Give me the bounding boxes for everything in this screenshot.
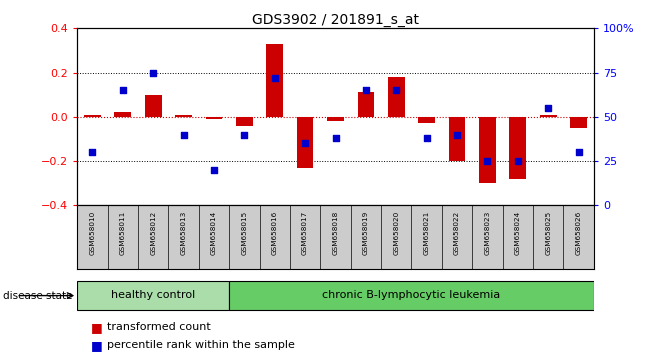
Point	[148, 70, 158, 75]
Point	[300, 141, 311, 146]
Point	[209, 167, 219, 173]
Text: healthy control: healthy control	[111, 290, 195, 300]
Bar	[145, 95, 162, 117]
Bar	[540, 115, 557, 117]
Bar	[229, 281, 594, 310]
Bar	[358, 92, 374, 117]
Text: GSM658021: GSM658021	[423, 210, 429, 255]
Bar	[114, 113, 131, 117]
Bar	[327, 117, 344, 121]
Text: GSM658015: GSM658015	[242, 210, 248, 255]
Point	[178, 132, 189, 137]
Text: disease state: disease state	[3, 291, 73, 301]
Bar	[570, 117, 587, 128]
Bar	[175, 115, 192, 117]
Bar	[297, 117, 313, 168]
Point	[452, 132, 462, 137]
Point	[360, 87, 371, 93]
Text: ■: ■	[91, 321, 103, 334]
Text: GSM658010: GSM658010	[89, 210, 95, 255]
Bar	[509, 117, 526, 179]
Text: GSM658011: GSM658011	[119, 210, 125, 255]
Bar	[449, 117, 466, 161]
Bar	[77, 281, 229, 310]
Text: percentile rank within the sample: percentile rank within the sample	[107, 340, 295, 350]
Bar	[418, 117, 435, 124]
Point	[421, 135, 432, 141]
Bar	[84, 115, 101, 117]
Bar	[205, 117, 222, 119]
Text: GSM658020: GSM658020	[393, 210, 399, 255]
Point	[482, 158, 493, 164]
Text: GSM658022: GSM658022	[454, 210, 460, 255]
Point	[543, 105, 554, 111]
Text: GSM658023: GSM658023	[484, 210, 491, 255]
Title: GDS3902 / 201891_s_at: GDS3902 / 201891_s_at	[252, 13, 419, 27]
Text: GSM658013: GSM658013	[180, 210, 187, 255]
Point	[573, 149, 584, 155]
Bar	[236, 117, 253, 126]
Point	[239, 132, 250, 137]
Text: transformed count: transformed count	[107, 322, 211, 332]
Text: GSM658018: GSM658018	[333, 210, 338, 255]
Text: ■: ■	[91, 339, 103, 352]
Point	[269, 75, 280, 81]
Text: GSM658024: GSM658024	[515, 210, 521, 255]
Text: GSM658014: GSM658014	[211, 210, 217, 255]
Bar	[388, 77, 405, 117]
Text: GSM658025: GSM658025	[546, 210, 552, 255]
Point	[330, 135, 341, 141]
Point	[117, 87, 128, 93]
Text: chronic B-lymphocytic leukemia: chronic B-lymphocytic leukemia	[322, 290, 501, 300]
Text: GSM658016: GSM658016	[272, 210, 278, 255]
Text: GSM658019: GSM658019	[363, 210, 369, 255]
Point	[513, 158, 523, 164]
Text: GSM658017: GSM658017	[302, 210, 308, 255]
Bar	[266, 44, 283, 117]
Bar	[479, 117, 496, 183]
Point	[391, 87, 402, 93]
Text: GSM658026: GSM658026	[576, 210, 582, 255]
Point	[87, 149, 98, 155]
Text: GSM658012: GSM658012	[150, 210, 156, 255]
